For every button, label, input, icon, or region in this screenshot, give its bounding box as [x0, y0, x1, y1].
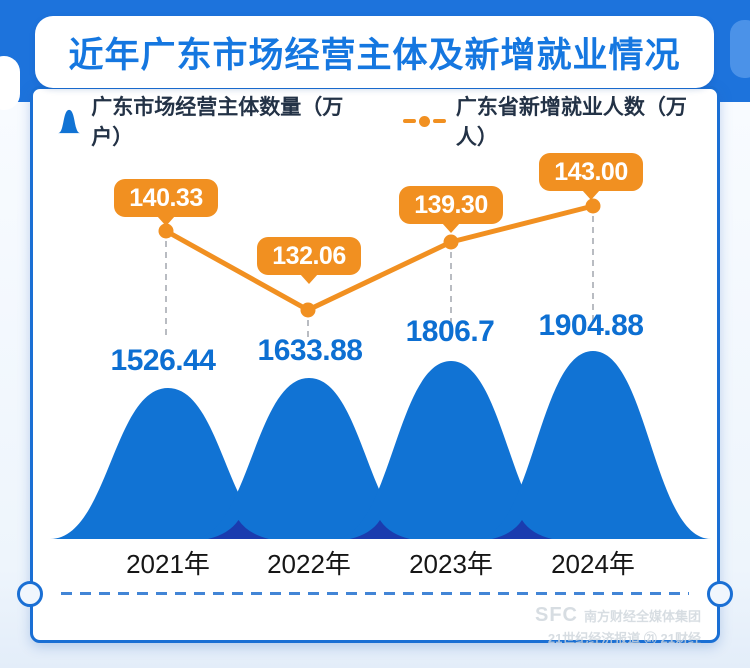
callout-bubble-2022: 132.06 — [257, 237, 361, 275]
data-point-2021 — [158, 223, 174, 239]
data-point-2023 — [443, 234, 459, 250]
callout-bubble-2024: 143.00 — [539, 153, 643, 191]
right-edge-decoration — [730, 20, 750, 78]
legend-item-market-entities: 广东市场经营主体数量（万户） — [57, 91, 365, 151]
x-label-2022: 2022年 — [267, 549, 351, 579]
bell-value-2021: 1526.44 — [110, 344, 216, 377]
page-title: 近年广东市场经营主体及新增就业情况 — [68, 35, 681, 75]
x-label-2021: 2021年 — [126, 549, 210, 579]
bell-value-2022: 1633.88 — [257, 334, 363, 367]
bell-overlap-wedge — [492, 520, 552, 539]
header-banner: 近年广东市场经营主体及新增就业情况 — [35, 16, 714, 88]
data-point-2024 — [585, 198, 601, 214]
x-label-2023: 2023年 — [409, 549, 493, 579]
callout-bubble-2021: 140.33 — [114, 179, 218, 217]
chart-card: 广东市场经营主体数量（万户） 广东省新增就业人数（万人） — [17, 86, 733, 646]
chart-legend: 广东市场经营主体数量（万户） 广东省新增就业人数（万人） — [57, 96, 707, 149]
bell-overlap-wedge — [350, 520, 410, 539]
bell-curve-icon — [57, 109, 81, 134]
publisher-watermark: SFC 南方财经全媒体集团 21世纪经济报道 ㉑ 21财经 — [535, 601, 701, 649]
ticket-notch-right — [707, 581, 733, 607]
bell-overlap-wedge — [208, 520, 269, 539]
watermark-line2: 21世纪经济报道 ㉑ 21财经 — [547, 631, 701, 646]
watermark-line1: 南方财经全媒体集团 — [583, 609, 701, 624]
callout-bubble-2023: 139.30 — [399, 186, 503, 224]
x-label-2024: 2024年 — [551, 549, 635, 579]
sfc-logo: SFC — [534, 604, 578, 626]
legend-label: 广东省新增就业人数（万人） — [455, 96, 687, 149]
dash-dot-line-icon — [402, 115, 446, 127]
ticket-notch-left — [17, 581, 43, 607]
legend-item-new-employment: 广东省新增就业人数（万人） — [402, 91, 707, 151]
bell-area-series — [50, 351, 711, 539]
droplines — [165, 216, 594, 339]
chart-canvas — [50, 198, 711, 539]
data-point-2022 — [300, 302, 316, 318]
bell-value-2023: 1806.7 — [405, 315, 495, 348]
left-edge-decoration — [0, 56, 20, 110]
line-series — [158, 198, 601, 318]
ticket-dashed-separator — [61, 592, 689, 595]
legend-label: 广东市场经营主体数量（万户） — [91, 96, 344, 149]
bell-value-2024: 1904.88 — [538, 309, 644, 342]
